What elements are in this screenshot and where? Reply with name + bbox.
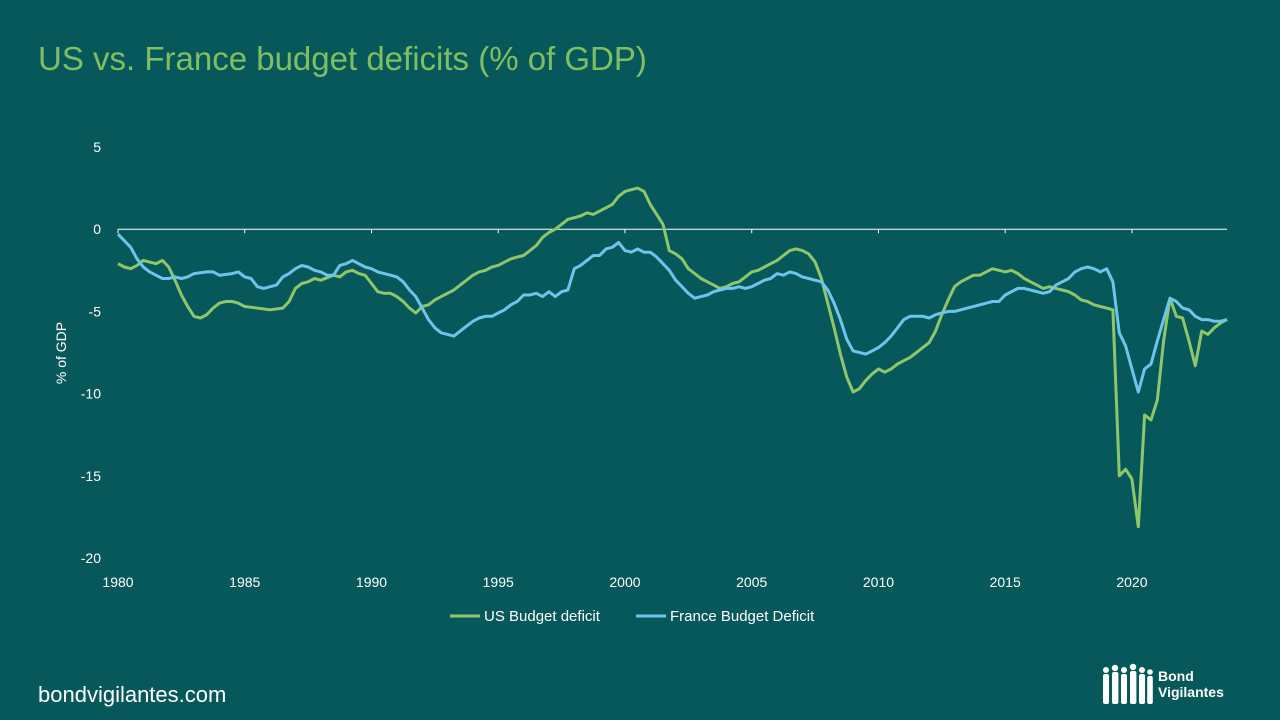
x-tick-label: 1995 [483, 574, 514, 590]
x-tick-label: 2010 [863, 574, 894, 590]
chart-legend: US Budget deficit France Budget Deficit [450, 608, 815, 625]
x-tick-label: 2005 [736, 574, 767, 590]
y-axis-ticks: 5 0 -5 -10 -15 -20 [81, 139, 101, 566]
x-axis-ticks: 1980 1985 1990 1995 2000 2005 2010 2015 2020 [102, 229, 1148, 590]
bond-vigilantes-logo: Bond Vigilantes [1100, 662, 1270, 708]
x-tick-label: 2015 [990, 574, 1021, 590]
x-tick-label: 2000 [609, 574, 640, 590]
people-silhouette-icon [1103, 663, 1153, 704]
logo-line-2: Vigilantes [1158, 684, 1224, 700]
page-title: US vs. France budget deficits (% of GDP) [38, 40, 647, 77]
y-tick-label: 5 [93, 139, 101, 155]
x-tick-label: 1990 [356, 574, 387, 590]
y-tick-label: 0 [93, 221, 101, 237]
y-tick-label: -10 [81, 386, 101, 402]
site-url: bondvigilantes.com [38, 682, 227, 707]
legend-label-us: US Budget deficit [484, 608, 601, 625]
y-tick-label: -15 [81, 468, 101, 484]
us-budget-deficit-line [117, 186, 1228, 529]
logo-text: Bond Vigilantes [1158, 668, 1224, 700]
y-axis-label: % of GDP [53, 322, 69, 384]
legend-label-france: France Budget Deficit [670, 608, 815, 625]
x-tick-label: 1985 [229, 574, 260, 590]
france-budget-deficit-line [116, 233, 1228, 394]
x-tick-label: 1980 [102, 574, 133, 590]
y-tick-label: -5 [89, 303, 102, 319]
x-tick-label: 2020 [1116, 574, 1147, 590]
chart-series [116, 186, 1228, 529]
logo-line-1: Bond [1158, 668, 1194, 684]
y-tick-label: -20 [81, 550, 101, 566]
